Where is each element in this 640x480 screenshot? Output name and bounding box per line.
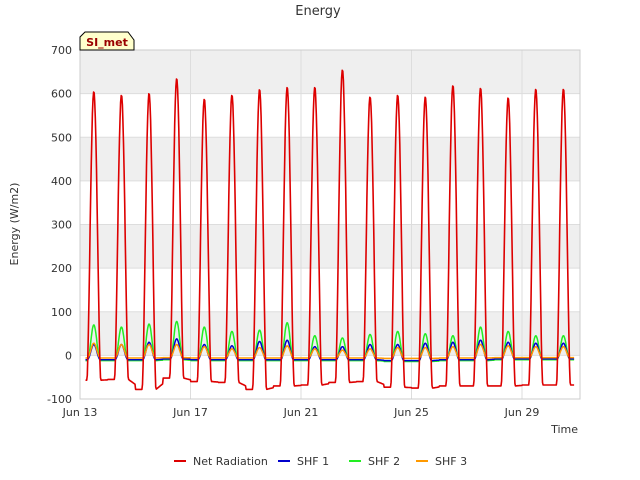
legend: Net Radiation SHF 1 SHF 2 SHF 3 <box>174 455 467 468</box>
site-badge: SI_met <box>79 31 135 51</box>
badge-label: SI_met <box>86 36 128 49</box>
legend-label: SHF 2 <box>368 455 400 468</box>
series-line-shf-2 <box>85 320 575 363</box>
x-tick-label: Jun 25 <box>393 406 429 419</box>
band <box>80 50 580 94</box>
y-axis-label: Energy (W/m2) <box>8 183 21 266</box>
y-tick-label: 300 <box>51 219 72 232</box>
chart-title: Energy <box>295 4 341 19</box>
y-tick-label: -100 <box>47 393 72 406</box>
y-tick-label: 400 <box>51 175 72 188</box>
band <box>80 224 580 269</box>
y-tick-label: 100 <box>51 306 72 319</box>
series-group <box>85 69 575 391</box>
y-tick-label: 700 <box>51 44 72 57</box>
y-tick-label: 500 <box>51 131 72 144</box>
x-axis-label: Time <box>550 423 578 436</box>
legend-label: SHF 3 <box>435 455 467 468</box>
x-tick-label: Jun 13 <box>62 406 98 419</box>
axes: -100 0 100 200 300 400 500 600 700 Jun 13 Jun 17 Ju… <box>47 44 581 419</box>
series-line-shf-3 <box>85 342 575 360</box>
x-tick-label: Jun 21 <box>283 406 319 419</box>
series-line-shf-1 <box>85 338 575 362</box>
badge-box <box>79 31 135 51</box>
band <box>80 137 580 181</box>
legend-label: SHF 1 <box>297 455 329 468</box>
y-tick-label: 200 <box>51 262 72 275</box>
y-tick-label: 0 <box>65 349 72 362</box>
legend-label: Net Radiation <box>193 455 268 468</box>
y-tick-label: 600 <box>51 88 72 101</box>
x-tick-label: Jun 29 <box>504 406 540 419</box>
plot-frame <box>79 49 581 400</box>
series-line-net-radiation <box>85 69 575 391</box>
x-tick-label: Jun 17 <box>172 406 208 419</box>
band <box>80 311 580 356</box>
